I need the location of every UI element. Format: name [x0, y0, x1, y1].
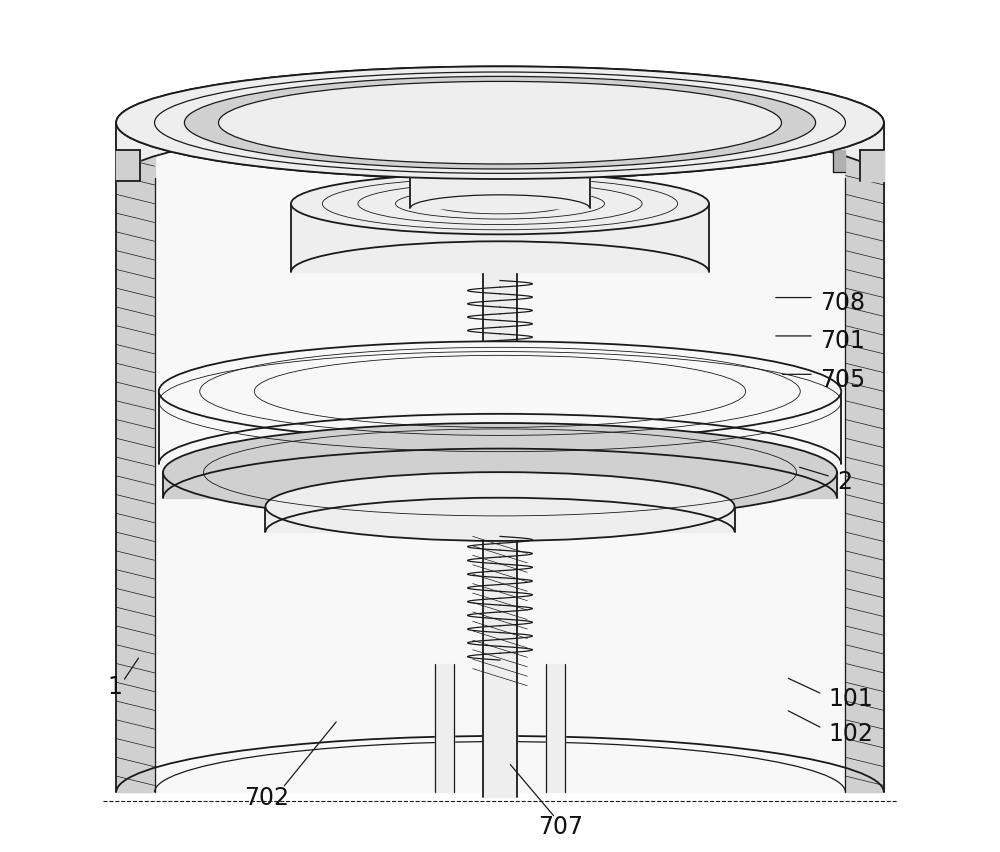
Polygon shape: [265, 507, 735, 532]
Ellipse shape: [116, 67, 884, 180]
Ellipse shape: [163, 423, 837, 522]
Polygon shape: [546, 665, 565, 792]
Ellipse shape: [219, 83, 781, 164]
Ellipse shape: [410, 147, 590, 173]
Polygon shape: [159, 392, 841, 464]
Polygon shape: [410, 160, 590, 209]
Ellipse shape: [459, 146, 541, 158]
Polygon shape: [116, 153, 155, 792]
Polygon shape: [435, 665, 454, 792]
Ellipse shape: [155, 73, 845, 174]
Polygon shape: [483, 158, 517, 797]
Polygon shape: [116, 124, 884, 792]
Polygon shape: [845, 153, 884, 792]
Text: 708: 708: [820, 291, 865, 314]
Ellipse shape: [219, 83, 781, 164]
Polygon shape: [291, 204, 709, 273]
Polygon shape: [410, 204, 590, 209]
Text: 1: 1: [108, 674, 122, 698]
Ellipse shape: [291, 174, 709, 235]
Text: 102: 102: [828, 721, 873, 745]
Text: 707: 707: [538, 815, 583, 838]
Ellipse shape: [155, 73, 845, 174]
Ellipse shape: [116, 67, 884, 180]
Text: 101: 101: [828, 687, 873, 711]
Ellipse shape: [159, 342, 841, 442]
Polygon shape: [860, 151, 884, 181]
Text: 702: 702: [244, 785, 289, 809]
Ellipse shape: [184, 78, 816, 170]
Ellipse shape: [184, 78, 816, 170]
Text: 705: 705: [820, 367, 865, 391]
Text: 701: 701: [820, 329, 865, 353]
Polygon shape: [163, 473, 837, 498]
Ellipse shape: [265, 473, 735, 541]
Text: 2: 2: [837, 469, 852, 493]
Polygon shape: [833, 151, 845, 173]
Polygon shape: [116, 67, 884, 181]
Ellipse shape: [317, 122, 683, 176]
Ellipse shape: [477, 148, 523, 155]
Ellipse shape: [270, 115, 730, 183]
Polygon shape: [116, 151, 140, 181]
